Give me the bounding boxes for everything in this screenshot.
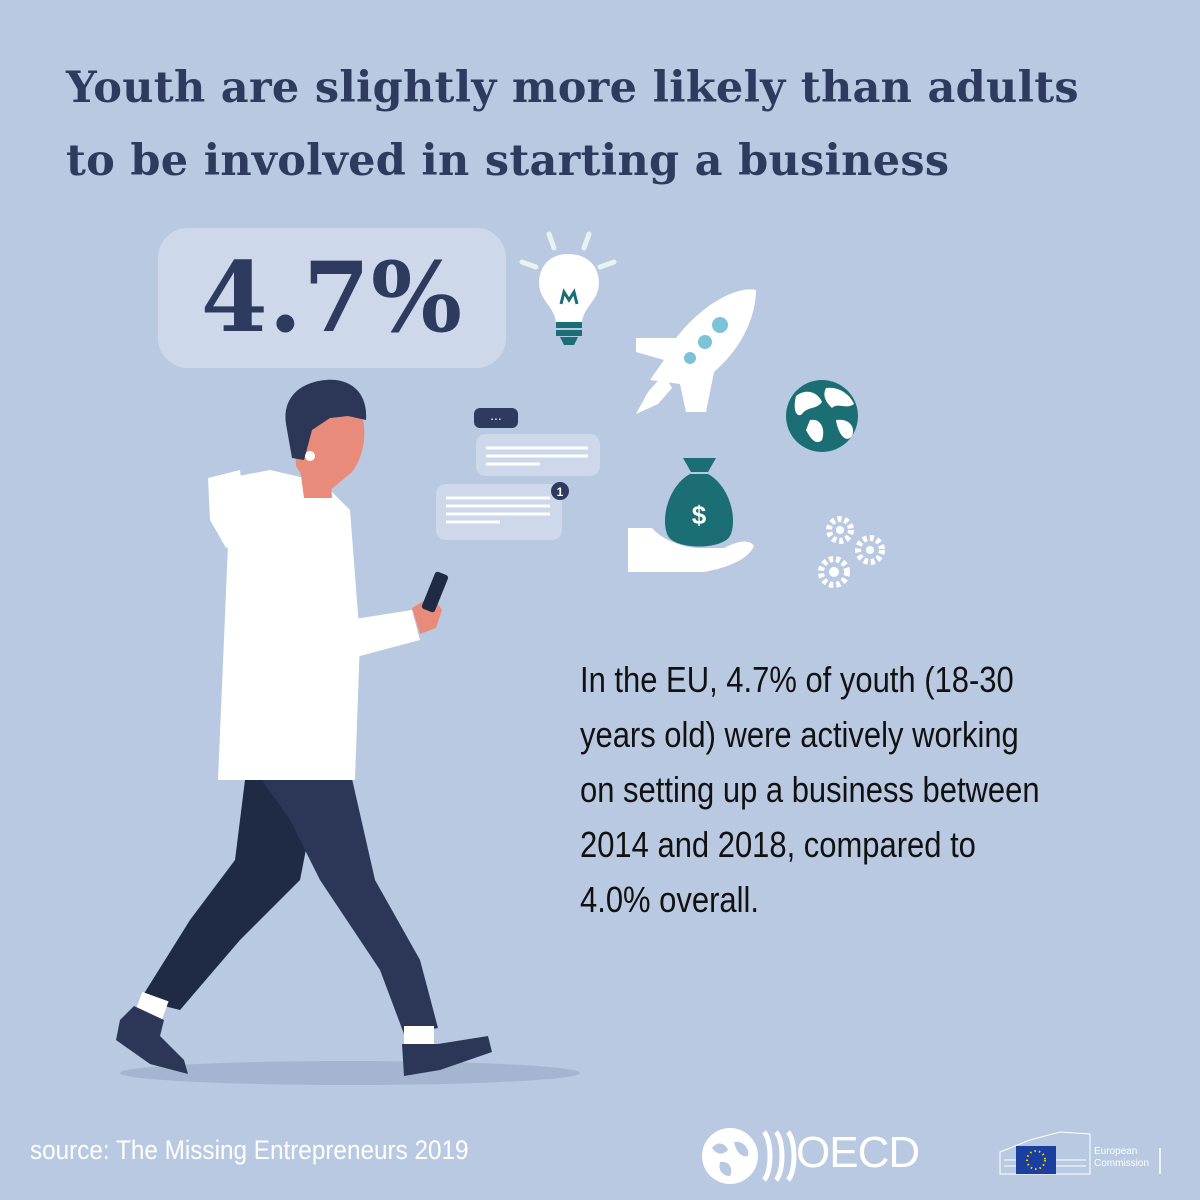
chat-typing-bubble: ... [474, 407, 518, 428]
person-illustration [116, 379, 492, 1076]
ec-logo-line-2: Commission [1094, 1158, 1150, 1169]
description-line-5: 4.0% overall. [580, 879, 759, 920]
title-line-2: to be involved in starting a business [66, 136, 950, 186]
source-citation: source: The Missing Entrepreneurs 2019 [30, 1135, 469, 1165]
description-line-3: on setting up a business between [580, 769, 1040, 810]
european-commission-logo [999, 1131, 1161, 1175]
description-line-2: years old) were actively working [580, 714, 1019, 755]
chat-message-2: 1 [436, 482, 569, 540]
ec-logo-text: European Commission [1094, 1146, 1149, 1170]
chat-message-1 [476, 434, 600, 476]
chat-badge: 1 [557, 485, 564, 499]
chat-typing-dots: ... [490, 407, 502, 423]
stat-bubble: 4.7% [158, 228, 506, 368]
gears-icon [818, 516, 885, 588]
description-line-1: In the EU, 4.7% of youth (18-30 [580, 659, 1014, 700]
description-line-4: 2014 and 2018, compared to [580, 824, 976, 865]
title-line-1: Youth are slightly more likely than adul… [66, 63, 1079, 113]
dollar-sign: $ [692, 500, 707, 530]
rocket-icon [636, 289, 756, 414]
stat-value: 4.7% [200, 241, 464, 354]
oecd-logo-icon [702, 1128, 797, 1184]
page-title: Youth are slightly more likely than adul… [66, 52, 1146, 198]
ground-shadow [120, 1061, 580, 1085]
lightbulb-icon [519, 231, 617, 345]
oecd-logo-text: OECD [796, 1128, 920, 1177]
globe-icon [786, 380, 858, 452]
description-text: In the EU, 4.7% of youth (18-30 years ol… [580, 652, 1079, 927]
ec-logo-line-1: European [1094, 1146, 1138, 1157]
money-bag-icon: $ [628, 458, 754, 572]
